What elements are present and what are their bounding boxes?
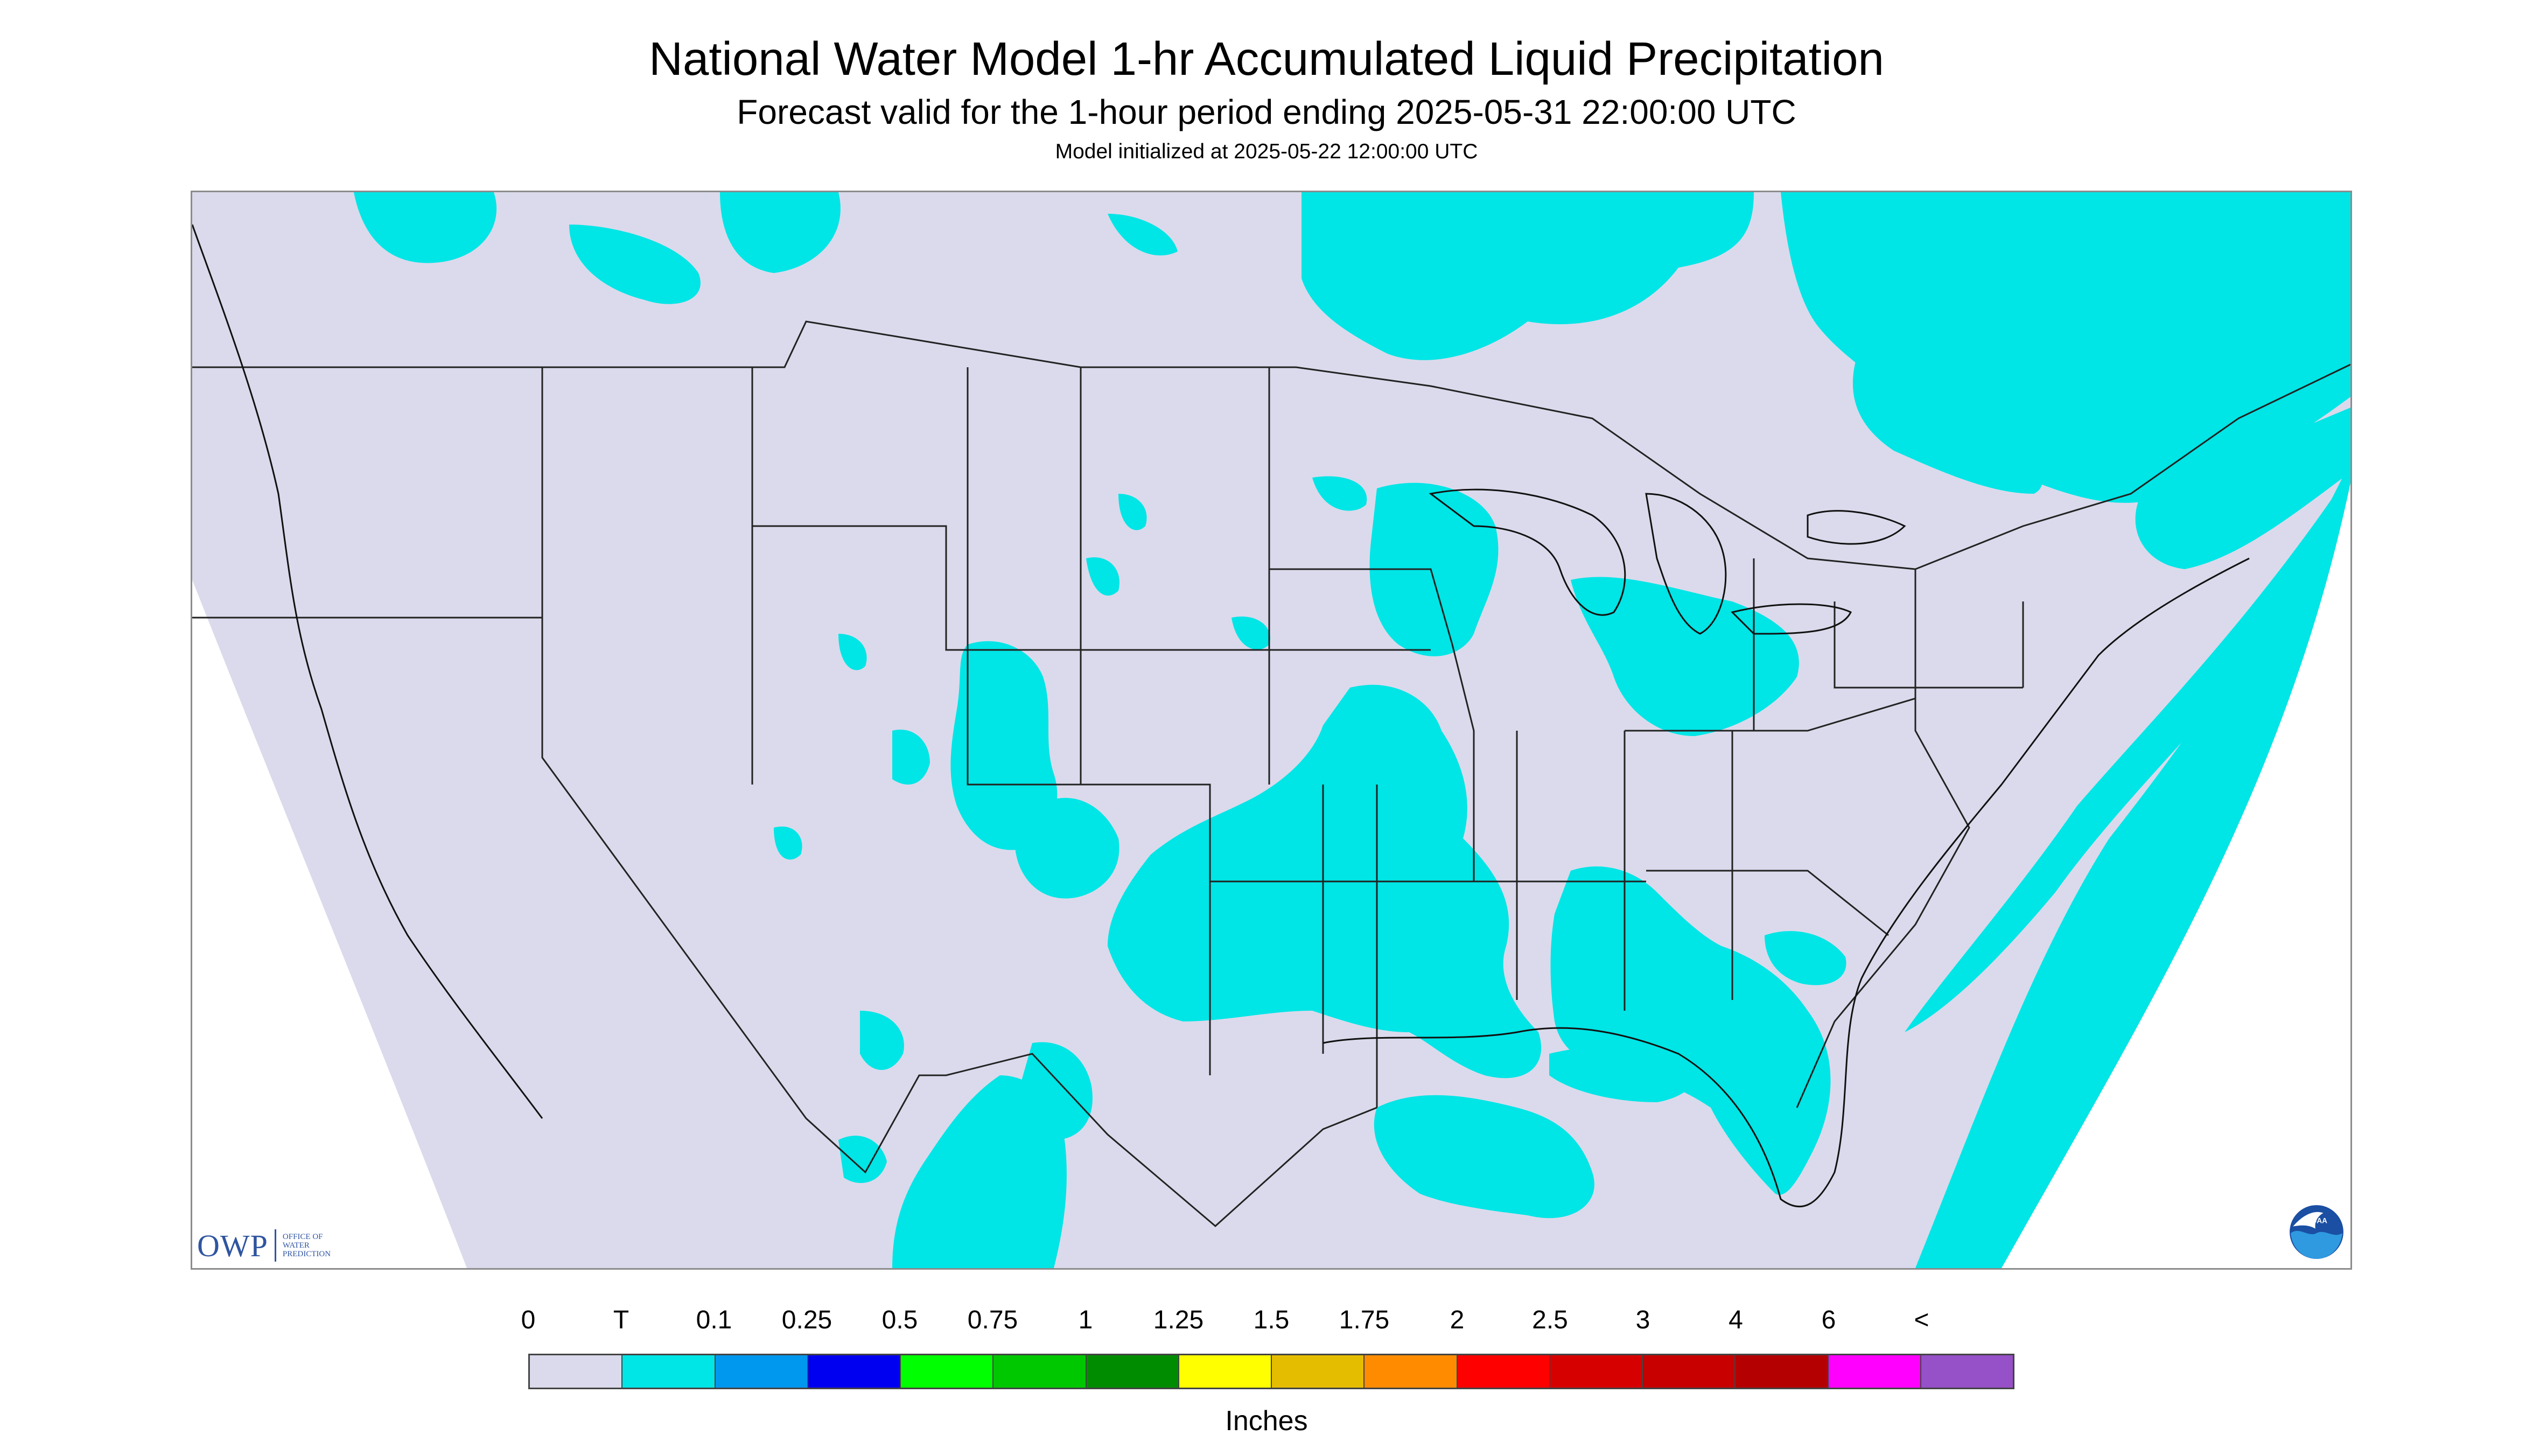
legend-label: 1.25 [1153,1306,1204,1334]
legend-swatch [808,1355,901,1388]
legend-swatch [1736,1355,1829,1388]
legend-label: 0.5 [881,1306,918,1334]
owp-sub-line: WATER [282,1241,310,1250]
noaa-logo-text: NOAA [2306,1216,2327,1224]
map-subtitle: Forecast valid for the 1-hour period end… [737,93,1796,131]
legend-swatch [1365,1355,1458,1388]
coastlines [192,224,2250,1208]
precipitation-map [191,191,2352,1270]
legend-label: 4 [1729,1306,1743,1334]
precipitation-areas [354,192,2350,1268]
legend-swatch [1643,1355,1736,1388]
legend-label: < [1914,1306,1929,1334]
owp-logo-divider [274,1229,276,1262]
legend-swatch [993,1355,1087,1388]
outside-west [192,580,467,1268]
legend-swatch [1179,1355,1272,1388]
legend-label: T [613,1306,629,1334]
legend-label: 2 [1450,1306,1465,1334]
legend-units: Inches [1225,1405,1308,1437]
legend-swatch [1457,1355,1550,1388]
owp-logo-subtext: OFFICE OF WATER PREDICTION [283,1233,331,1258]
legend-swatch [1086,1355,1179,1388]
legend-label: 2.5 [1532,1306,1568,1334]
legend-swatch [530,1355,623,1388]
legend-label: 0.1 [696,1306,732,1334]
legend-label: 1.5 [1253,1306,1290,1334]
owp-logo: OWP OFFICE OF WATER PREDICTION [197,1227,331,1264]
model-init-text: Model initialized at 2025-05-22 12:00:00… [1055,140,1478,163]
legend-swatch [1550,1355,1643,1388]
legend-label: 0.75 [967,1306,1018,1334]
legend-swatch [1272,1355,1365,1388]
state-borders [192,320,2350,1227]
legend-swatch [715,1355,808,1388]
legend-label: 6 [1821,1306,1836,1334]
legend-label: 1 [1078,1306,1093,1334]
outside-east [2002,483,2350,1268]
owp-sub-line: OFFICE OF [282,1233,323,1241]
color-legend [528,1354,2014,1389]
legend-label: 3 [1635,1306,1650,1334]
legend-label: 0.25 [781,1306,832,1334]
legend-label: 1.75 [1339,1306,1390,1334]
legend-swatch [622,1355,716,1388]
legend-swatch [1828,1355,1921,1388]
legend-label: 0 [521,1306,536,1334]
noaa-logo-icon: NOAA [2290,1205,2343,1259]
owp-logo-text: OWP [197,1228,268,1263]
map-title: National Water Model 1-hr Accumulated Li… [649,33,1884,85]
owp-sub-line: PREDICTION [282,1250,331,1258]
legend-swatch [901,1355,994,1388]
map-svg [192,192,2350,1268]
legend-swatch [1921,1355,2013,1388]
